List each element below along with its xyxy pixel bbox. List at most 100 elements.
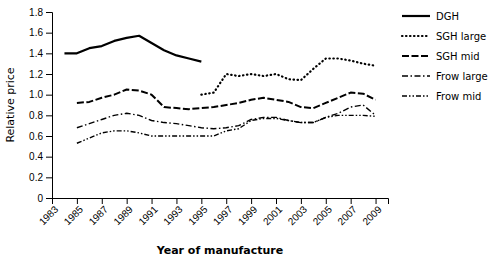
y-tick: 1.0	[29, 89, 52, 100]
x-tick: 2001	[261, 198, 285, 227]
legend-item: Frow large	[402, 71, 488, 82]
legend-swatch	[402, 35, 430, 37]
chart-container: 1983198519871989199119931995199719992001…	[0, 0, 500, 260]
x-tick-label: 1983	[37, 203, 61, 227]
legend-swatch	[402, 75, 430, 76]
x-tick-label: 2009	[360, 203, 384, 227]
series-line	[77, 90, 376, 110]
lines	[64, 36, 375, 143]
y-tick-label: 1.8	[29, 7, 43, 18]
legend-swatch	[402, 15, 430, 17]
x-tick: 1985	[62, 198, 86, 227]
legend: DGH SGH large SGH mid Frow large Frow mid	[402, 11, 488, 102]
x-tick-label: 1991	[136, 203, 160, 227]
legend-label: Frow large	[436, 71, 488, 82]
y-tick-label: 1.2	[29, 69, 43, 80]
x-tick: 1999	[236, 198, 260, 227]
x-tick-mark	[226, 198, 227, 204]
x-tick-label: 2001	[261, 203, 285, 227]
x-tick-mark	[376, 198, 377, 204]
x-tick: 1995	[186, 198, 210, 227]
x-tick-label: 1985	[62, 203, 86, 227]
x-tick-mark	[201, 198, 202, 204]
y-tick-label: 0.4	[29, 151, 43, 162]
x-tick-mark	[127, 198, 128, 204]
legend-label: SGH large	[436, 31, 486, 42]
y-tick: 0.2	[29, 172, 52, 183]
x-tick: 1989	[111, 198, 135, 227]
x-tick-label: 1999	[236, 203, 260, 227]
y-axis-title: Relative price	[4, 67, 17, 142]
x-tick-label: 2003	[286, 203, 310, 227]
x-tick-mark	[251, 198, 252, 204]
legend-item: DGH	[402, 11, 459, 22]
legend-swatch	[402, 95, 430, 96]
y-axis: 0 0.2 0.4 0.6 0.8 1.0 1.2 1.4 1.6 1.8	[29, 7, 52, 204]
x-tick-label: 1993	[161, 203, 185, 227]
series-line	[77, 105, 376, 129]
x-tick-label: 2005	[311, 203, 335, 227]
y-tick-mark	[46, 33, 52, 34]
x-axis-line	[53, 199, 389, 205]
x-axis-title: Year of manufacture	[156, 244, 284, 257]
y-tick-label: 0.2	[29, 172, 43, 183]
y-tick-label: 0.6	[29, 131, 43, 142]
x-tick-label: 1989	[111, 203, 135, 227]
y-tick-mark	[46, 198, 52, 199]
x-tick: 1987	[87, 198, 111, 227]
legend-item: Frow mid	[402, 91, 481, 102]
x-tick-label: 1987	[87, 203, 111, 227]
x-tick: 1997	[211, 198, 235, 227]
y-tick: 1.6	[29, 27, 52, 38]
x-tick-label: 1997	[211, 203, 235, 227]
y-tick-mark	[46, 177, 52, 178]
x-tick-label: 2007	[335, 203, 359, 227]
x-tick-mark	[152, 198, 153, 204]
x-tick-label: 1995	[186, 203, 210, 227]
x-tick: 2007	[335, 198, 359, 227]
series-line	[77, 115, 376, 143]
x-tick-mark	[102, 198, 103, 204]
legend-swatch	[402, 55, 430, 57]
legend-label: DGH	[436, 11, 459, 22]
series-line	[64, 36, 201, 62]
y-tick-mark	[46, 53, 52, 54]
y-tick-mark	[46, 74, 52, 75]
x-tick: 1993	[161, 198, 185, 227]
plot-area: 1983198519871989199119931995199719992001…	[29, 7, 388, 227]
x-tick: 2005	[311, 198, 335, 227]
y-tick-mark	[46, 157, 52, 158]
y-tick: 0.8	[29, 110, 52, 121]
x-tick: 2003	[286, 198, 310, 227]
x-tick-mark	[301, 198, 302, 204]
x-tick-mark	[326, 198, 327, 204]
y-tick-mark	[46, 95, 52, 96]
y-tick-mark	[46, 115, 52, 116]
y-tick-label: 1.4	[29, 48, 43, 59]
x-tick-mark	[276, 198, 277, 204]
y-tick: 0	[37, 193, 52, 204]
y-axis-line	[46, 13, 53, 199]
background	[0, 0, 500, 260]
x-axis: 1983198519871989199119931995199719992001…	[37, 198, 389, 227]
y-tick-label: 0.8	[29, 110, 43, 121]
y-tick: 1.4	[29, 48, 52, 59]
legend-item: SGH large	[402, 31, 486, 42]
y-tick-mark	[46, 136, 52, 137]
y-tick: 0.4	[29, 151, 52, 162]
chart: 1983198519871989199119931995199719992001…	[0, 0, 500, 260]
y-tick: 0.6	[29, 131, 52, 142]
x-tick: 1991	[136, 198, 160, 227]
x-tick-mark	[176, 198, 177, 204]
y-tick: 1.2	[29, 69, 52, 80]
x-tick-mark	[77, 198, 78, 204]
y-tick: 1.8	[29, 7, 52, 18]
y-tick-label: 1.0	[29, 89, 43, 100]
x-tick: 2009	[360, 198, 384, 227]
legend-label: Frow mid	[436, 91, 481, 102]
y-tick-label: 1.6	[29, 27, 43, 38]
x-tick-mark	[351, 198, 352, 204]
y-tick-mark	[46, 12, 52, 13]
legend-label: SGH mid	[436, 51, 480, 62]
series-line	[201, 59, 375, 95]
